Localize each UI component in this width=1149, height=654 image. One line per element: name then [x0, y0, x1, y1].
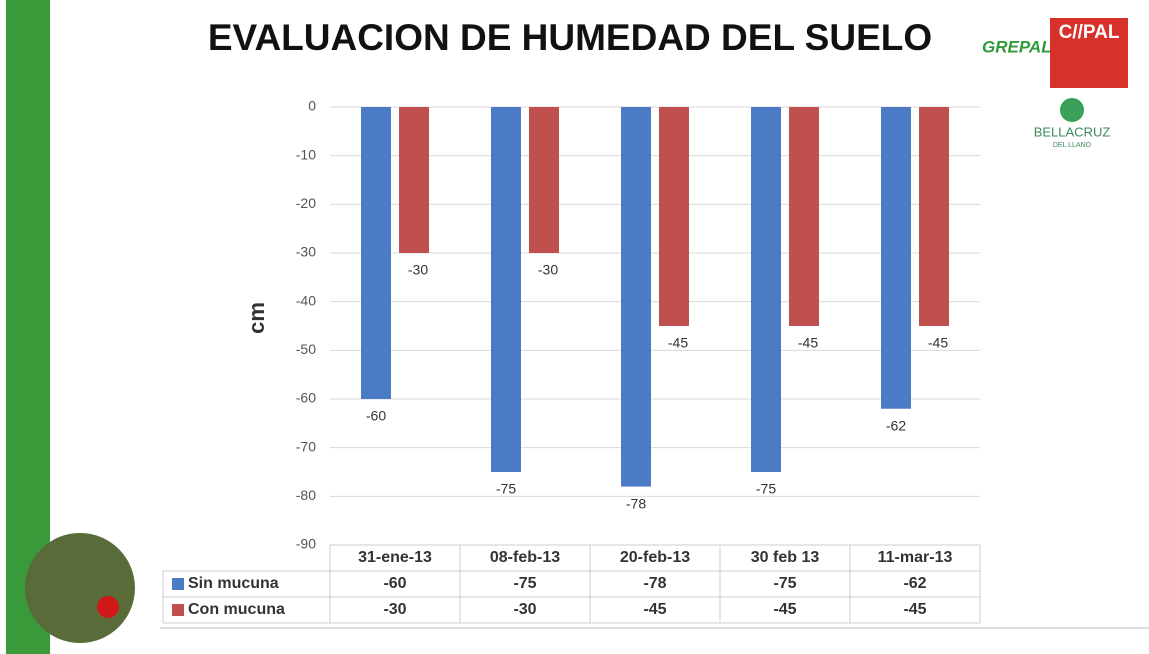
data-label: -60 [366, 408, 386, 424]
bar [919, 107, 949, 326]
table-value: -45 [643, 601, 666, 618]
y-axis-label: cm [244, 302, 269, 334]
table-value: -30 [513, 601, 536, 618]
bar [491, 107, 521, 472]
table-value: -62 [903, 575, 926, 592]
bar [399, 107, 429, 253]
photo-fruit [97, 596, 119, 618]
data-label: -45 [798, 335, 818, 351]
y-tick-label: -80 [296, 487, 316, 503]
y-tick-label: -90 [296, 536, 316, 552]
y-tick-label: -70 [296, 438, 316, 454]
bar [621, 107, 651, 487]
table-value: -75 [513, 575, 536, 592]
data-label: -62 [886, 417, 906, 433]
logo-text: C//PAL [1059, 22, 1120, 43]
table-value: -75 [773, 575, 796, 592]
x-tick-label: 31-ene-13 [358, 549, 432, 566]
y-tick-label: -60 [296, 390, 316, 406]
y-tick-label: -40 [296, 292, 316, 308]
bar [789, 107, 819, 326]
logo-text: DEL LLANO [1053, 142, 1092, 149]
table-value: -60 [383, 575, 406, 592]
table-value: -78 [643, 575, 666, 592]
slide: GREPALMA C//PAL BELLACRUZ DEL LLANO cm 0… [0, 0, 1149, 654]
legend-swatch [172, 578, 184, 590]
data-label: -30 [538, 262, 558, 278]
x-tick-label: 30 feb 13 [751, 549, 820, 566]
x-tick-label: 11-mar-13 [878, 549, 953, 566]
y-tick-label: -30 [296, 244, 316, 260]
logo-text: BELLACRUZ [1034, 124, 1111, 139]
legend-swatch [172, 604, 184, 616]
bar [881, 107, 911, 409]
x-tick-label: 20-feb-13 [620, 549, 690, 566]
chart-title: EVALUACION DE HUMEDAD DEL SUELO [200, 18, 940, 58]
bar [659, 107, 689, 326]
y-tick-label: 0 [308, 98, 316, 114]
data-label: -75 [496, 481, 516, 497]
x-tick-label: 08-feb-13 [490, 549, 560, 566]
y-tick-label: -20 [296, 195, 316, 211]
y-tick-label: -10 [296, 146, 316, 162]
data-label: -30 [408, 262, 428, 278]
bar [751, 107, 781, 472]
page: {"chart_data": {"type": "bar", "title": … [0, 0, 1149, 654]
bar [529, 107, 559, 253]
table-value: -45 [903, 601, 926, 618]
data-label: -75 [756, 481, 776, 497]
table-value: -45 [773, 601, 796, 618]
legend-label: Sin mucuna [188, 575, 279, 592]
bar [361, 107, 391, 399]
table-value: -30 [383, 601, 406, 618]
logo-mark [1060, 98, 1084, 122]
data-label: -78 [626, 495, 646, 511]
legend-label: Con mucuna [188, 601, 285, 618]
data-label: -45 [668, 335, 688, 351]
photo [25, 533, 135, 643]
data-label: -45 [928, 335, 948, 351]
y-tick-label: -50 [296, 341, 316, 357]
